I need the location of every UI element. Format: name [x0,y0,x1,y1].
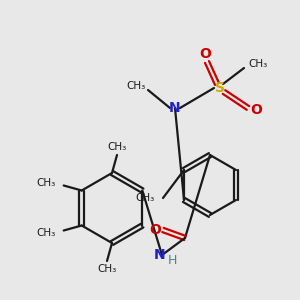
Text: N: N [154,248,166,262]
Text: O: O [250,103,262,117]
Text: N: N [169,101,181,115]
Text: CH₃: CH₃ [98,264,117,274]
Text: H: H [167,254,177,266]
Text: CH₃: CH₃ [36,227,56,238]
Text: CH₃: CH₃ [136,193,155,203]
Text: CH₃: CH₃ [127,81,146,91]
Text: CH₃: CH₃ [36,178,56,188]
Text: O: O [199,47,211,61]
Text: CH₃: CH₃ [107,142,127,152]
Text: O: O [149,223,161,237]
Text: S: S [215,81,225,95]
Text: CH₃: CH₃ [248,59,267,69]
